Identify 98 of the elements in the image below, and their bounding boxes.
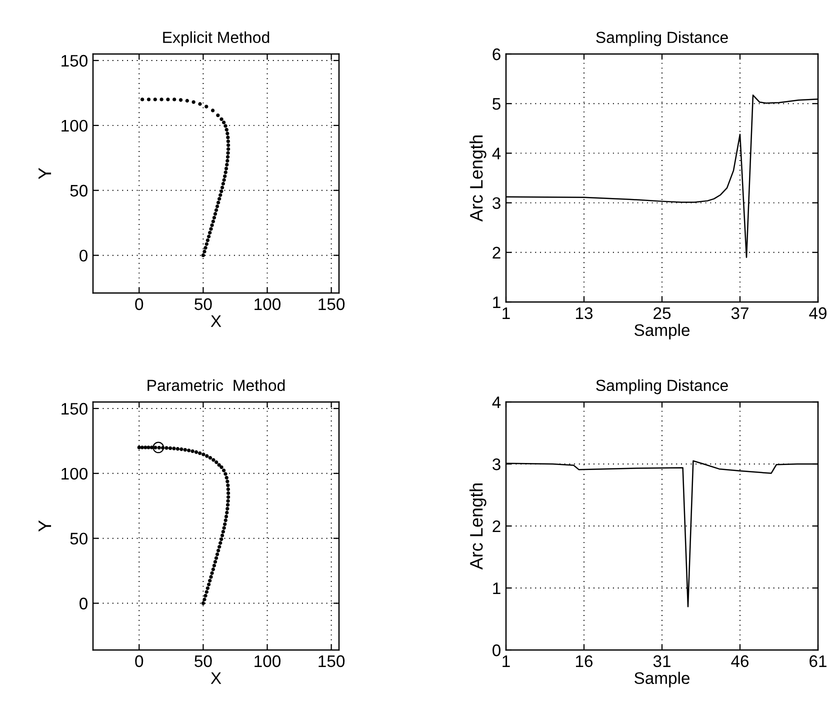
point	[210, 108, 215, 112]
point	[153, 98, 157, 102]
x-tick-label: 16	[576, 655, 593, 668]
point	[209, 227, 213, 231]
point	[166, 98, 170, 102]
point	[140, 98, 144, 102]
point	[220, 117, 224, 122]
point	[204, 246, 208, 250]
y-axis-title: Y	[38, 520, 52, 532]
point	[178, 98, 183, 102]
point	[226, 132, 230, 136]
x-tick-label: 37	[731, 307, 748, 320]
x-tick-label: 150	[318, 655, 345, 668]
x-tick-label: 1	[502, 307, 510, 319]
x-axis-title: Sample	[634, 324, 690, 340]
point	[146, 98, 151, 102]
point	[217, 196, 222, 201]
point	[226, 139, 230, 144]
chart-title: Sampling Distance	[596, 379, 728, 394]
point	[218, 193, 222, 197]
x-tick-label: 31	[653, 655, 670, 668]
x-tick-label: 1	[502, 655, 510, 667]
y-tick-label: 2	[492, 520, 500, 532]
point	[224, 170, 228, 174]
point	[211, 220, 216, 224]
x-tick-label: 61	[810, 655, 826, 668]
y-axis-title: Y	[38, 168, 52, 180]
x-tick-label: 150	[318, 298, 345, 310]
point	[201, 253, 206, 258]
point	[222, 178, 226, 182]
point	[214, 208, 218, 212]
point	[215, 204, 220, 208]
y-tick-label: 4	[492, 148, 501, 160]
point	[226, 151, 230, 155]
point	[224, 124, 228, 128]
y-tick-label: 0	[492, 644, 500, 656]
x-tick-label: 13	[576, 307, 593, 320]
y-tick-label: 100	[62, 120, 88, 132]
y-axis-title: Arc Length	[469, 136, 486, 222]
point	[221, 182, 226, 186]
y-tick-label: 50	[70, 184, 88, 197]
point	[226, 136, 230, 140]
y-tick-label: 0	[80, 598, 88, 610]
chart-title: Explicit Method	[163, 31, 270, 46]
point	[192, 100, 196, 104]
y-tick-label: 2	[492, 246, 500, 258]
point	[226, 147, 230, 151]
point	[216, 200, 220, 204]
x-axis-title: Sample	[634, 672, 690, 688]
x-tick-label: 0	[135, 655, 144, 668]
y-axis-title: Arc Length	[469, 484, 486, 570]
point	[216, 113, 220, 118]
x-tick-label: 50	[194, 655, 212, 668]
point	[210, 223, 214, 228]
point	[160, 98, 164, 102]
point	[225, 162, 229, 167]
point	[204, 104, 208, 108]
point	[185, 98, 190, 103]
x-tick-label: 49	[809, 307, 826, 320]
point	[213, 212, 218, 216]
y-tick-label: 3	[492, 197, 500, 210]
x-tick-label: 100	[254, 298, 281, 310]
x-tick-label: 46	[731, 655, 749, 668]
x-tick-label: 0	[135, 298, 144, 310]
y-tick-label: 150	[62, 402, 88, 415]
x-tick-label: 25	[654, 307, 671, 320]
x-tick-label: 100	[254, 655, 281, 668]
point	[226, 158, 230, 163]
point	[206, 238, 210, 242]
y-tick-label: 6	[492, 48, 500, 60]
x-axis-title: X	[210, 672, 222, 684]
chart-title: Parametric Method	[148, 379, 285, 392]
point	[212, 216, 216, 220]
y-tick-label: 4	[492, 396, 501, 408]
x-tick-label: 50	[194, 298, 212, 310]
point	[198, 102, 202, 106]
x-axis-title: X	[210, 315, 222, 327]
chart-title: Sampling Distance	[596, 31, 728, 46]
y-tick-label: 50	[70, 532, 88, 545]
point	[204, 242, 208, 246]
point	[222, 120, 226, 124]
point	[226, 143, 230, 148]
point	[220, 189, 224, 194]
point	[226, 155, 230, 159]
point	[224, 166, 228, 170]
y-tick-label: 100	[62, 468, 88, 480]
y-tick-label: 5	[492, 98, 500, 110]
y-tick-label: 3	[492, 458, 500, 470]
y-tick-label: 150	[62, 54, 88, 67]
point	[202, 250, 206, 254]
point	[223, 174, 227, 178]
point	[220, 186, 224, 190]
point	[206, 234, 211, 238]
point	[208, 230, 212, 235]
point	[224, 128, 228, 132]
y-tick-label: 1	[493, 582, 500, 594]
point	[172, 98, 176, 102]
y-tick-label: 0	[80, 250, 88, 262]
